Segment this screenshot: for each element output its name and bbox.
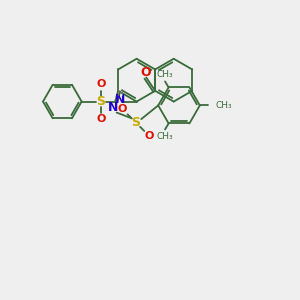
Text: O: O	[140, 66, 151, 79]
Text: S: S	[97, 95, 106, 108]
Text: N: N	[108, 101, 118, 114]
Text: H: H	[116, 89, 123, 98]
Text: CH₃: CH₃	[216, 101, 232, 110]
Text: N: N	[115, 93, 125, 106]
Text: CH₃: CH₃	[157, 132, 173, 141]
Text: O: O	[118, 104, 127, 114]
Text: O: O	[145, 131, 154, 141]
Text: S: S	[131, 116, 140, 129]
Text: CH₃: CH₃	[157, 70, 173, 79]
Text: O: O	[96, 79, 106, 89]
Text: O: O	[96, 114, 106, 124]
